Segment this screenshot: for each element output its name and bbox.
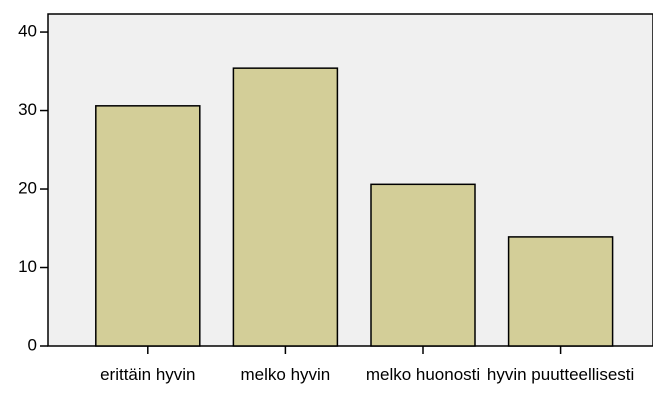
- y-tick-label: 40: [18, 22, 37, 41]
- x-tick-label: erittäin hyvin: [100, 365, 196, 384]
- y-tick-label: 10: [18, 257, 37, 276]
- y-tick-label: 0: [28, 335, 37, 354]
- bar: [370, 183, 476, 347]
- bar: [95, 105, 201, 347]
- x-tick-label: hyvin puutteellisesti: [486, 365, 635, 384]
- x-tick-label: melko hyvin: [240, 365, 331, 384]
- bar: [507, 236, 614, 347]
- bar: [232, 67, 339, 347]
- y-tick-label: 20: [18, 179, 37, 198]
- x-tick-label: melko huonosti: [365, 365, 481, 384]
- y-tick-label: 30: [18, 100, 37, 119]
